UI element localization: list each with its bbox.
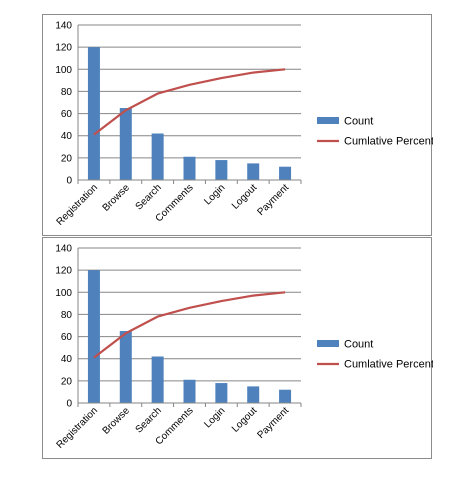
bar-count <box>151 356 164 403</box>
y-tick-label: 100 <box>55 288 72 299</box>
y-tick-label: 20 <box>61 153 73 164</box>
bar-count <box>87 47 100 181</box>
legend-swatch-count <box>317 117 339 124</box>
pareto-chart-bottom: 0 20 40 60 80 100 120 140 Registration Browse Sear… <box>42 237 433 459</box>
bar-count <box>119 331 132 403</box>
y-tick-label: 60 <box>61 109 73 120</box>
y-tick-label: 60 <box>61 332 73 343</box>
bar-count <box>183 379 196 403</box>
bar-count <box>215 383 228 403</box>
x-tick-label: Search <box>134 182 164 212</box>
y-tick-label: 140 <box>55 244 72 255</box>
bar-count <box>279 166 292 180</box>
x-tick-label: Browse <box>101 182 133 214</box>
x-tick-label: Logout <box>230 405 260 435</box>
x-tick-label: Registration <box>55 182 101 228</box>
y-tick-label: 0 <box>66 399 72 410</box>
bar-count <box>215 160 228 180</box>
x-tick-label: Browse <box>101 405 133 437</box>
bar-count <box>183 156 196 180</box>
y-tick-label: 120 <box>55 266 72 277</box>
x-tick-label: Payment <box>256 405 292 441</box>
x-tick-label: Search <box>134 405 164 435</box>
cumulative-percent-line <box>93 68 286 136</box>
chart-bottom-svg: 0 20 40 60 80 100 120 140 Registration Browse Sear… <box>55 244 433 451</box>
bar-count <box>87 270 100 403</box>
y-tick-label: 40 <box>61 354 73 365</box>
y-tick-label: 120 <box>55 43 72 54</box>
bar-count <box>151 133 164 180</box>
bar-count <box>247 163 260 180</box>
bar-count <box>279 389 292 403</box>
legend-label-cumulative: Cumlative Percent <box>344 136 433 148</box>
y-tick-label: 20 <box>61 376 73 387</box>
bar-count <box>119 108 132 180</box>
y-tick-label: 40 <box>61 131 73 142</box>
bar-count <box>247 386 260 403</box>
x-tick-label: Registration <box>55 405 101 451</box>
y-tick-label: 80 <box>61 87 73 98</box>
legend-label-cumulative: Cumlative Percent <box>344 359 433 371</box>
x-tick-label: Logout <box>230 182 260 212</box>
legend-label-count: Count <box>344 116 373 128</box>
y-tick-label: 0 <box>66 176 72 187</box>
y-tick-label: 100 <box>55 65 72 76</box>
legend-swatch-count <box>317 340 339 347</box>
y-tick-label: 80 <box>61 310 73 321</box>
chart-top-svg: 0 20 40 60 80 100 120 140 Registration Browse Sear… <box>55 21 433 228</box>
cumulative-percent-line <box>93 291 286 359</box>
pareto-chart-top: 0 20 40 60 80 100 120 140 Registration Browse Sear… <box>42 14 433 236</box>
x-tick-label: Payment <box>256 182 292 218</box>
y-tick-label: 140 <box>55 21 72 32</box>
legend-label-count: Count <box>344 339 373 351</box>
x-tick-label: Login <box>202 182 227 207</box>
x-tick-label: Login <box>202 405 227 430</box>
